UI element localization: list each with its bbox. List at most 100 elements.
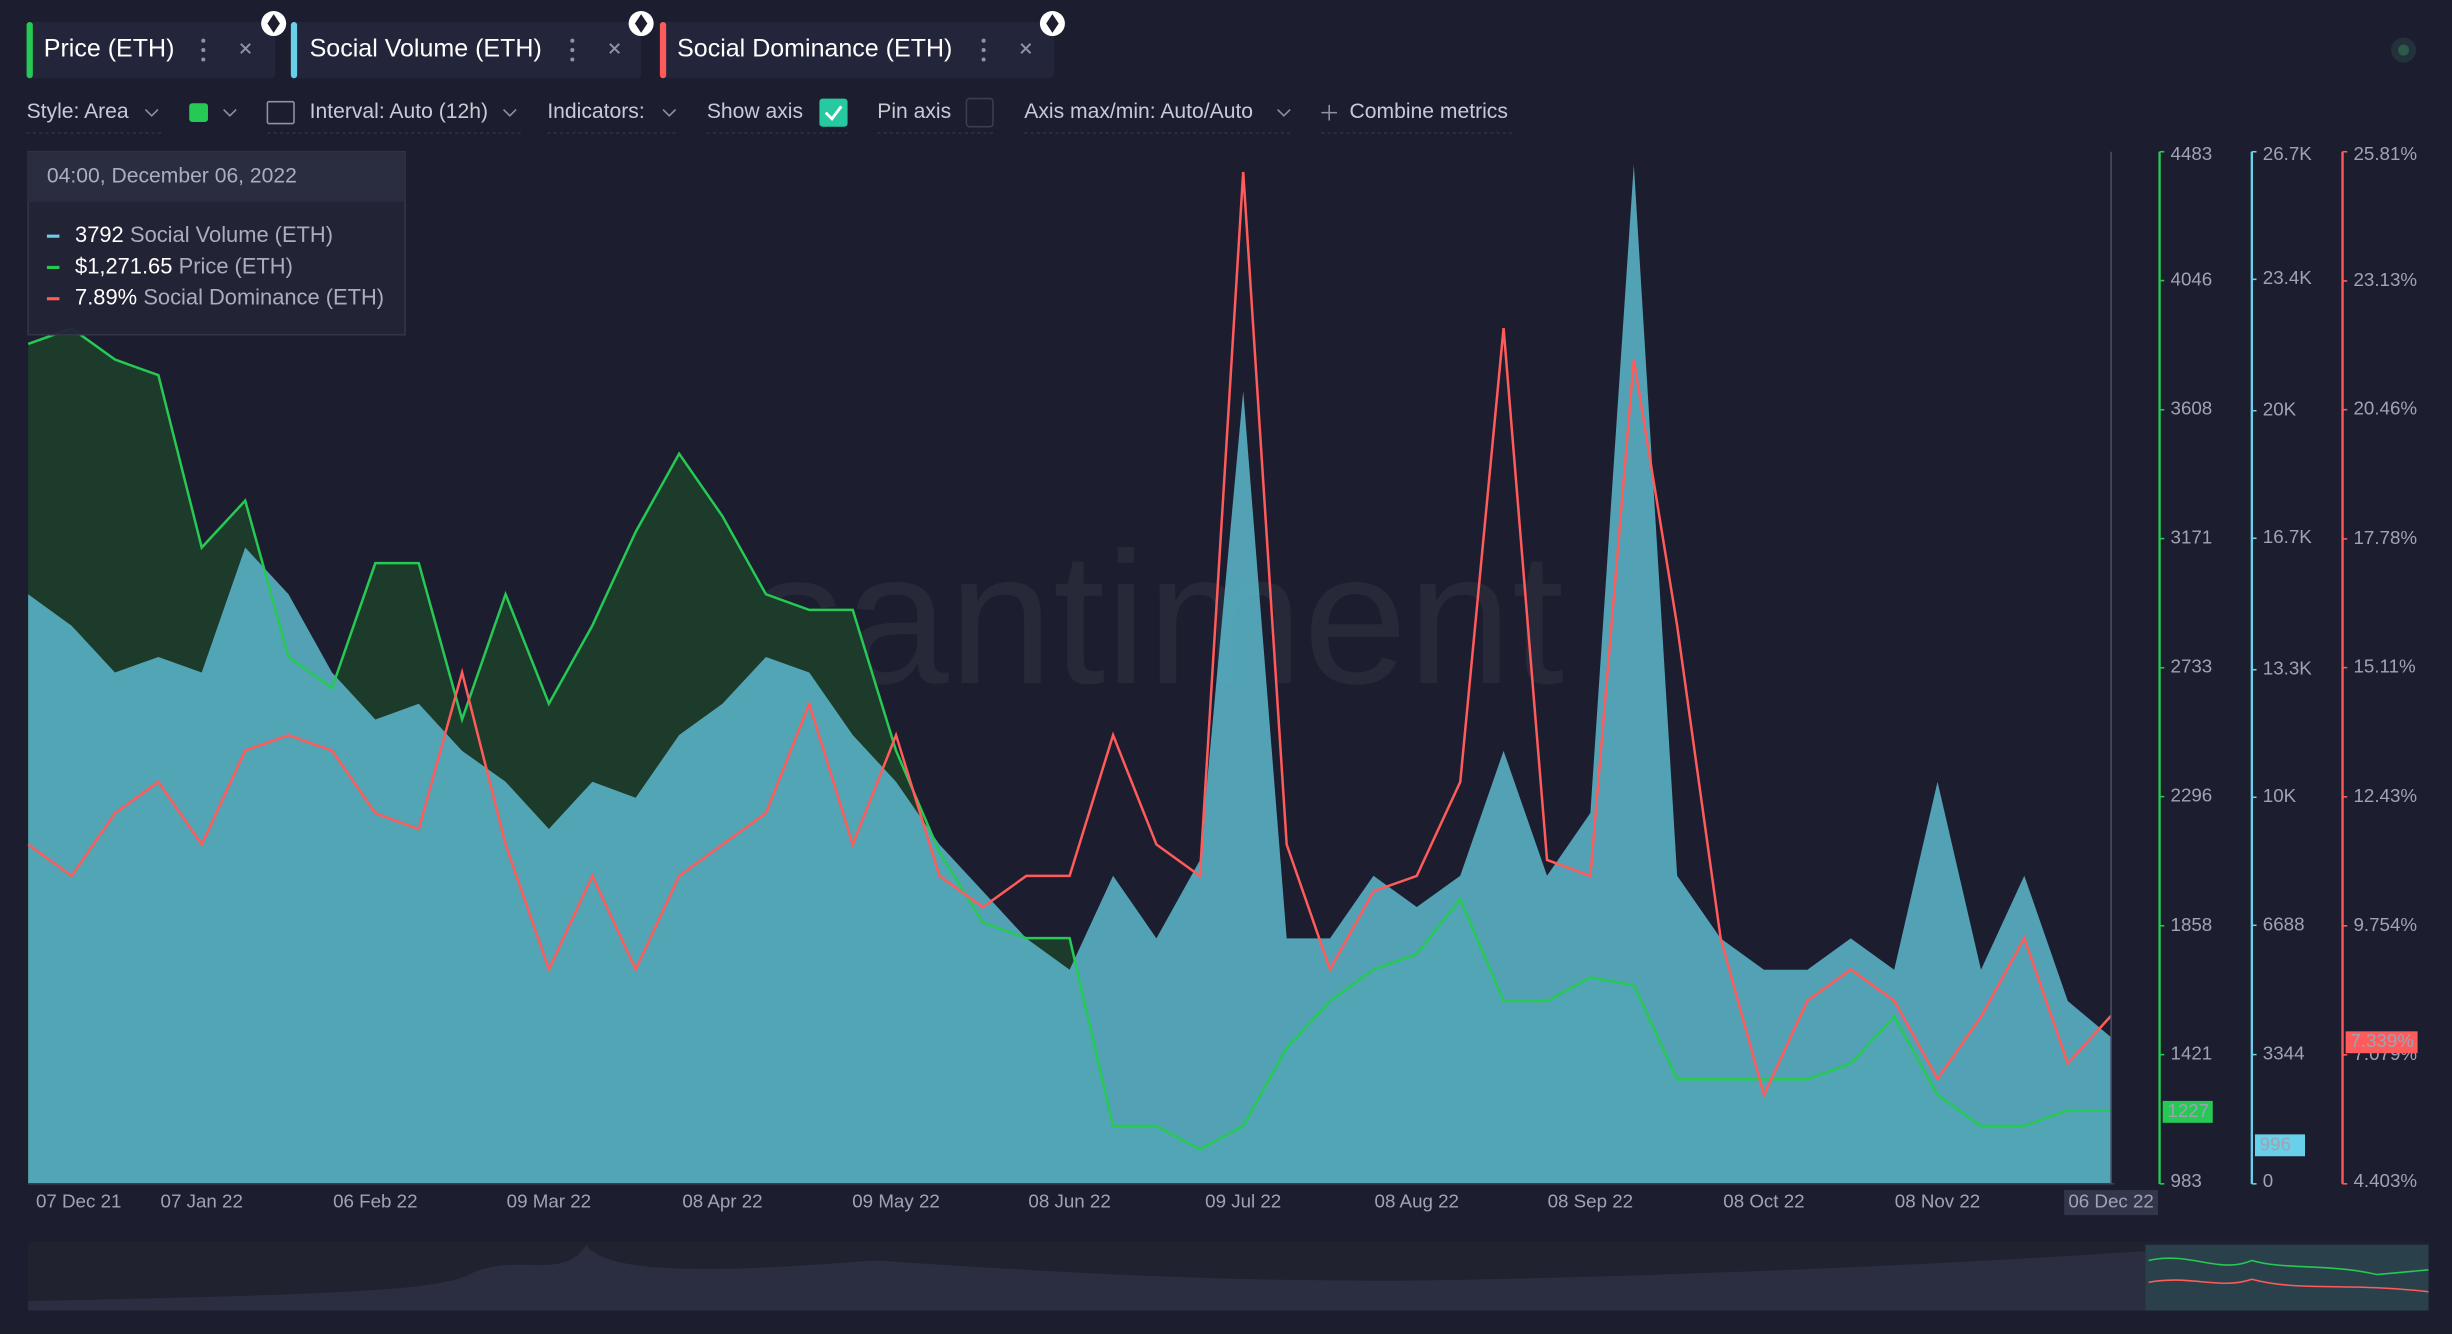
- chevron: [1277, 108, 1291, 117]
- y-tick-label: 3171: [2171, 527, 2213, 548]
- tab-label[interactable]: Social Volume (ETH): [310, 35, 542, 63]
- close-icon[interactable]: [609, 43, 620, 54]
- y-tick-label: 3344: [2263, 1043, 2305, 1064]
- chevron: [662, 108, 677, 117]
- tooltip-label: Social Dominance (ETH): [143, 285, 384, 310]
- y-tick-label: 6688: [2263, 913, 2305, 934]
- tab-label[interactable]: Price (ETH): [44, 35, 175, 63]
- show-axis-label[interactable]: Show axis: [707, 100, 803, 123]
- x-tick-label: 08 Oct 22: [1723, 1191, 1804, 1212]
- y-tick-label: 2733: [2171, 656, 2213, 677]
- y-tick-label: 983: [2171, 1170, 2202, 1191]
- eth-glyph: [634, 14, 648, 33]
- y-tick-label: 1421: [2171, 1043, 2213, 1064]
- tab-label[interactable]: Social Dominance (ETH): [677, 35, 952, 63]
- y-tick-label: 0: [2263, 1170, 2273, 1191]
- x-tick-label: 07 Jan 22: [161, 1191, 243, 1212]
- pin-axis-label[interactable]: Pin axis: [877, 100, 951, 123]
- tab-color: [659, 21, 667, 79]
- tooltip-row: 3792 Social Volume (ETH): [75, 222, 333, 247]
- style-select[interactable]: Style: Area: [27, 100, 129, 123]
- plot: [27, 164, 2113, 1184]
- navigator-line: [2148, 1257, 2429, 1276]
- line: [27, 327, 2112, 1151]
- y-tick-label: 9.754%: [2353, 914, 2417, 935]
- tooltip-value: $1,271.65: [75, 253, 172, 278]
- navigator-window[interactable]: [2145, 1244, 2429, 1311]
- tooltip-row: 7.89% Social Dominance (ETH): [75, 285, 384, 310]
- y-tick-label: 15.11%: [2353, 656, 2415, 677]
- axis-range-select[interactable]: Axis max/min: Auto/Auto: [1024, 100, 1253, 123]
- y-tick-label: 4.403%: [2353, 1170, 2417, 1191]
- x-tick-label: 08 Apr 22: [682, 1191, 762, 1212]
- menu-icon[interactable]: [981, 38, 986, 62]
- menu-icon[interactable]: [201, 38, 206, 62]
- y-tick-label: 26.7K: [2263, 143, 2312, 164]
- y-tick-label: 20K: [2263, 399, 2297, 420]
- tab-color: [290, 21, 298, 79]
- tab[interactable]: Social Volume (ETH): [290, 10, 654, 79]
- check-mark: [824, 105, 843, 122]
- x-tick-label: 08 Sep 22: [1548, 1191, 1634, 1212]
- y-tick-label: 13.3K: [2263, 658, 2312, 679]
- y-tick-label: 4046: [2171, 269, 2213, 290]
- tooltip-value: 7.89%: [75, 285, 137, 310]
- x-tick-label: 09 May 22: [852, 1191, 940, 1212]
- tooltip-date: 04:00, December 06, 2022: [47, 164, 297, 187]
- tooltip-header: [28, 151, 406, 202]
- pin-axis-checkbox[interactable]: [965, 97, 994, 128]
- y-tick-label: 4483: [2171, 143, 2213, 164]
- close-icon[interactable]: [240, 43, 251, 54]
- y-tick-label: 23.13%: [2353, 269, 2417, 290]
- value-badge-label: 1227: [2167, 1100, 2209, 1121]
- close-icon[interactable]: [1020, 43, 1032, 54]
- eth-glyph: [1046, 14, 1059, 33]
- tooltip-label: Price (ETH): [179, 253, 293, 278]
- y-tick-label: 1858: [2171, 914, 2213, 935]
- x-tick-label: 08 Nov 22: [1895, 1191, 1980, 1212]
- x-tick-label: 07 Dec 21: [36, 1191, 121, 1212]
- tab-box[interactable]: [659, 21, 1054, 79]
- y-tick-label: 25.81%: [2353, 143, 2417, 164]
- x-tick-label: 06 Feb 22: [333, 1191, 417, 1212]
- color-picker[interactable]: [189, 103, 208, 123]
- value-badge: [2345, 1031, 2418, 1054]
- tab[interactable]: Social Dominance (ETH): [659, 10, 1065, 79]
- chevron: [502, 108, 517, 117]
- value-badge-label: 996: [2260, 1133, 2291, 1154]
- tooltip-label: Social Volume (ETH): [130, 222, 333, 247]
- status-dot: [2398, 44, 2409, 56]
- y-tick-label: 3608: [2171, 398, 2213, 419]
- navigator-shape: [28, 1244, 2146, 1311]
- x-tick-label: 09 Mar 22: [507, 1191, 591, 1212]
- chevron: [223, 108, 237, 117]
- y-tick-label: 23.4K: [2263, 267, 2312, 288]
- x-tick-label: 08 Jun 22: [1028, 1191, 1110, 1212]
- tab[interactable]: Price (ETH): [26, 10, 287, 79]
- x-tick-label: 08 Aug 22: [1375, 1191, 1459, 1212]
- plus-icon: [1321, 104, 1338, 121]
- combine-button[interactable]: Combine metrics: [1350, 100, 1508, 123]
- show-axis-checkbox[interactable]: [819, 98, 848, 127]
- y-tick-label: 16.7K: [2263, 526, 2312, 547]
- indicators-select[interactable]: Indicators:: [547, 100, 644, 123]
- value-badge: [2254, 1134, 2306, 1157]
- y-tick-label: 12.43%: [2353, 785, 2417, 806]
- tab-color: [26, 21, 33, 79]
- x-cursor-label-box: [2064, 1190, 2159, 1216]
- tooltip-row: $1,271.65 Price (ETH): [75, 253, 293, 278]
- navigator-line: [2148, 1278, 2429, 1293]
- area: [28, 164, 2112, 1184]
- interval-select[interactable]: Interval: Auto (12h): [310, 100, 488, 123]
- y-tick-label: 10K: [2263, 785, 2297, 806]
- value-badge: [2162, 1100, 2213, 1123]
- calendar-icon: [266, 100, 295, 125]
- tooltip: 04:00, December 06, 2022: [27, 150, 406, 336]
- tab-box[interactable]: [290, 21, 642, 79]
- chevron: [144, 108, 159, 117]
- x-tick-label: 06 Dec 22: [2068, 1191, 2153, 1212]
- y-tick-label: 2296: [2171, 785, 2213, 806]
- tab-box[interactable]: [26, 21, 276, 79]
- menu-icon[interactable]: [570, 38, 575, 62]
